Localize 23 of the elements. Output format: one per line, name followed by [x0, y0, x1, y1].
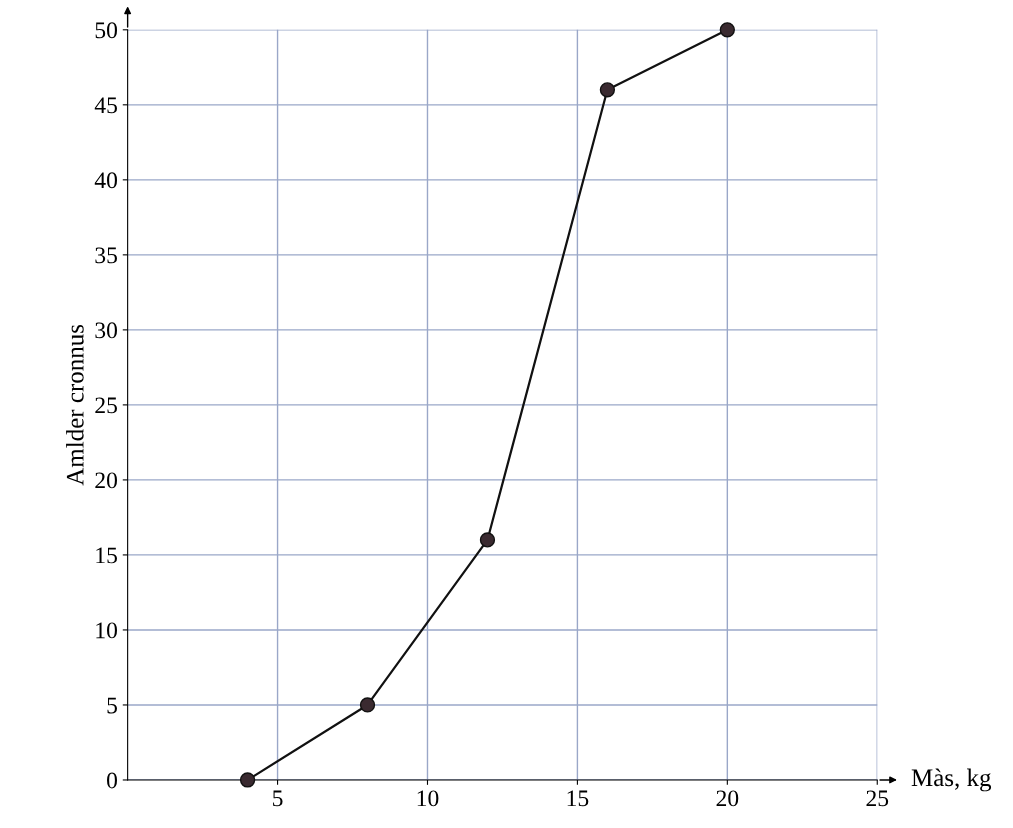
y-tick-label: 35 — [95, 247, 117, 264]
x-tick-label: 25 — [866, 790, 889, 807]
x-tick-label: 10 — [417, 790, 439, 807]
y-tick-label: 50 — [95, 22, 118, 39]
y-axis-title: Amlder cronnus — [66, 324, 84, 486]
y-tick-label: 30 — [95, 322, 118, 339]
y-tick-label: 45 — [94, 97, 117, 114]
y-tick-label: 40 — [94, 172, 118, 189]
x-tick-label: 20 — [716, 790, 739, 807]
y-tick-label: 0 — [107, 772, 118, 789]
y-tick-label: 20 — [95, 472, 118, 489]
y-tick-label: 10 — [96, 622, 118, 639]
y-tick-label: 25 — [95, 397, 117, 414]
y-tick-label: 15 — [96, 547, 117, 564]
point — [479, 532, 496, 548]
y-tick-label: 5 — [107, 697, 117, 714]
point — [359, 697, 376, 713]
x-axis-title: Màs, kg — [911, 768, 992, 792]
point — [719, 22, 735, 38]
point — [239, 772, 256, 788]
x-tick-label: 15 — [567, 790, 589, 807]
x-tick-label: 5 — [273, 790, 283, 807]
point — [599, 82, 616, 98]
